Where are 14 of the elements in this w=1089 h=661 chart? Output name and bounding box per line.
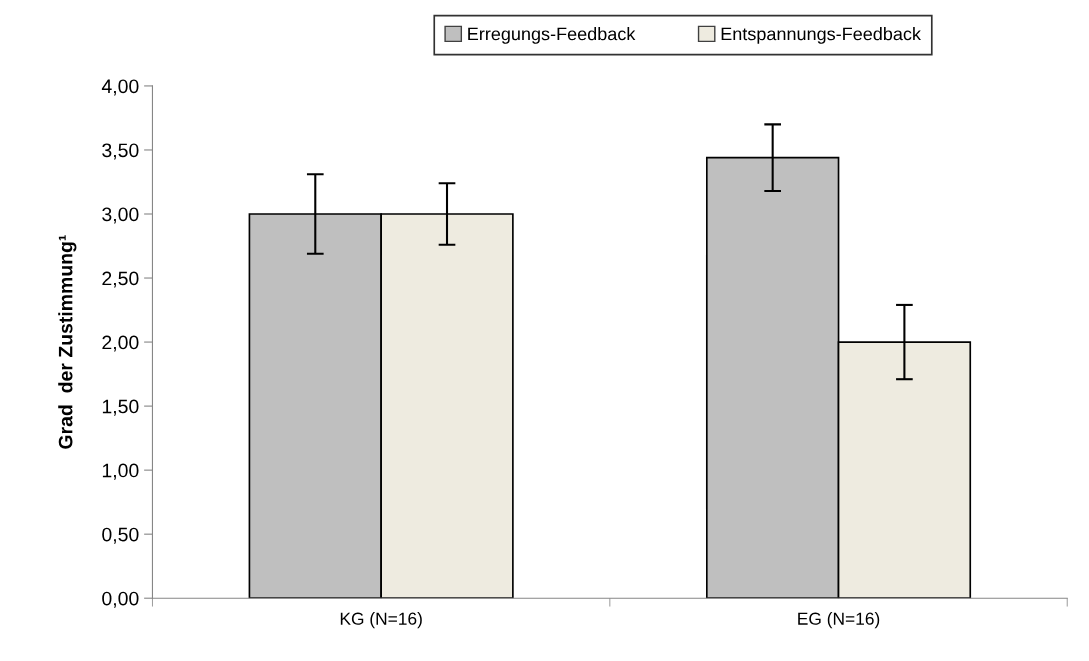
y-tick-label: 1,00 <box>102 463 139 480</box>
y-tick-label: 4,00 <box>101 79 139 96</box>
y-axis-title: Grad der Zustimmung¹ <box>58 235 77 449</box>
y-tick-label: 3,50 <box>102 143 139 160</box>
y-tick-label: 3,00 <box>102 207 139 224</box>
x-tick-label: KG (N=16) <box>340 612 422 629</box>
y-tick-label: 0,00 <box>102 591 139 608</box>
legend-label: Entspannungs-Feedback <box>721 27 921 44</box>
x-tick-label: EG (N=16) <box>798 612 880 629</box>
y-tick-label: 0,50 <box>102 527 139 544</box>
y-tick-label: 2,50 <box>102 271 139 288</box>
y-tick-label: 1,50 <box>102 399 139 416</box>
legend-label: Erregungs-Feedback <box>468 27 636 44</box>
y-tick-label: 2,00 <box>102 335 139 352</box>
